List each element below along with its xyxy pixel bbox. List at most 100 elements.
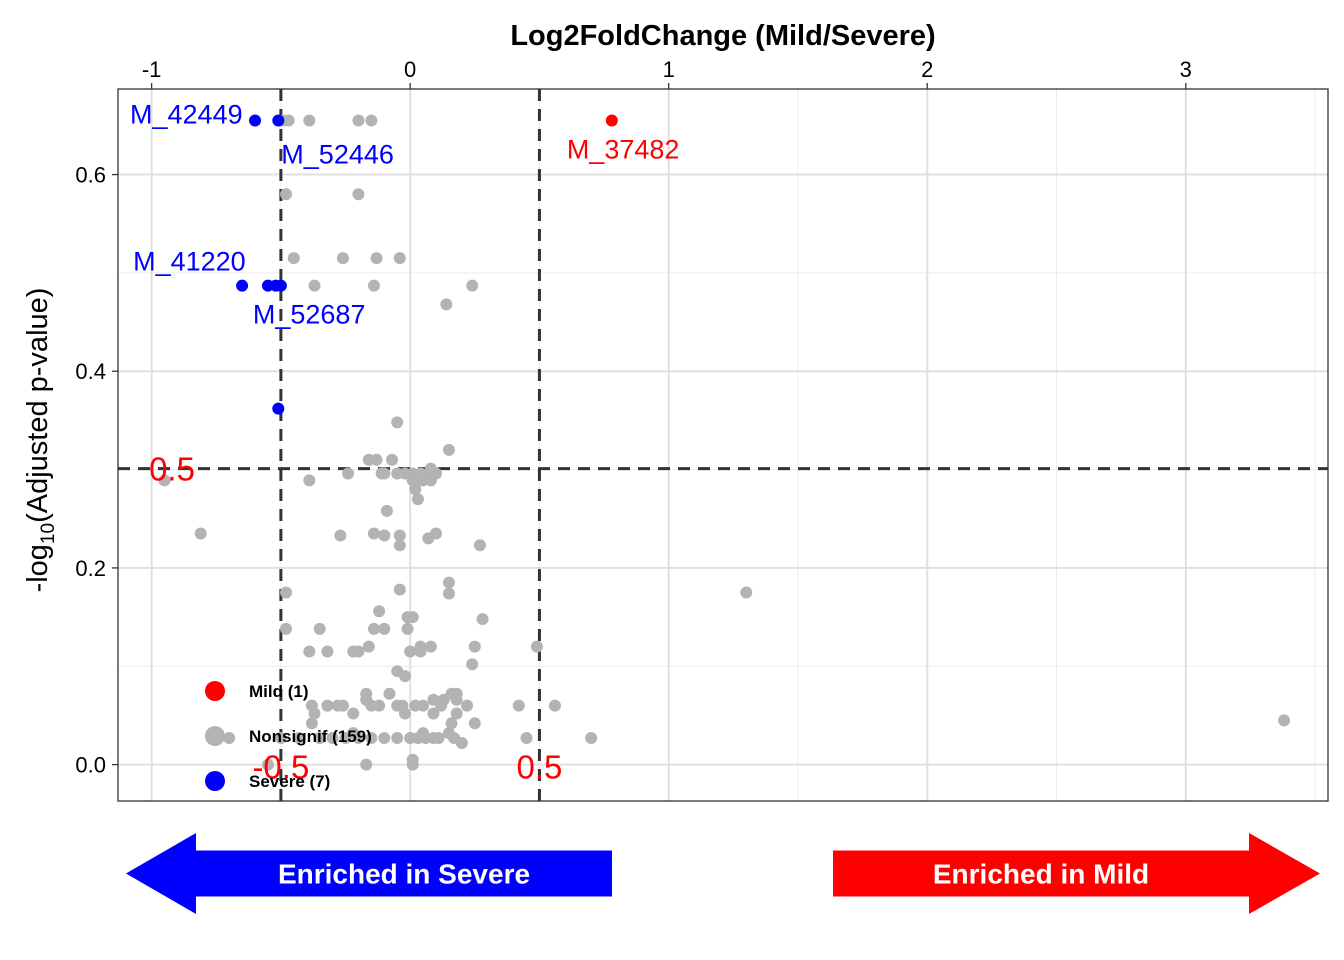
x-tick-label: -1 [142,57,162,82]
data-point-nonsignif [417,699,430,712]
y-axis-title-prefix: -log [22,544,54,592]
data-points [158,114,1291,771]
x-tick-label: 3 [1180,57,1192,82]
data-point-nonsignif [261,758,274,771]
y-axis-title: -log10(Adjusted p-value) [22,288,59,593]
data-point-nonsignif [393,583,406,596]
data-point-nonsignif [362,640,375,653]
enrichment-arrows: Enriched in Severe Enriched in Mild [126,833,1320,914]
data-point-nonsignif [427,707,440,720]
data-point-nonsignif [378,732,391,745]
data-point-nonsignif [303,114,316,127]
data-point-nonsignif [378,622,391,635]
data-point-nonsignif [432,732,445,745]
gridlines [118,89,1328,801]
arrow-left [126,833,612,914]
arrow-label-right: Enriched in Mild [933,859,1149,890]
data-point-nonsignif [360,758,373,771]
data-point-nonsignif [365,732,378,745]
data-point-nonsignif [347,707,360,720]
data-point-nonsignif [373,605,386,618]
data-point-nonsignif [370,252,383,265]
data-point-nonsignif [380,504,393,517]
data-point-nonsignif [373,699,386,712]
data-point-nonsignif [223,732,236,745]
y-axis-ticks: 0.0 0.2 0.4 0.6 [75,163,118,778]
data-point-nonsignif [352,645,365,658]
data-point-nonsignif [455,736,468,749]
arrow-right [833,833,1320,914]
legend-key-severe [205,771,225,791]
data-point-nonsignif [313,622,326,635]
data-point-nonsignif [378,467,391,480]
data-point-nonsignif [352,114,365,127]
data-point-nonsignif [424,474,437,487]
data-point-nonsignif [476,613,489,626]
data-point-nonsignif [411,493,424,506]
data-point-severe [274,279,287,292]
y-tick-label: 0.2 [75,556,106,581]
point-label: M_37482 [567,134,680,164]
data-point-nonsignif [445,717,458,730]
data-point-nonsignif [280,188,293,201]
legend-label: Nonsignif (159) [249,727,372,746]
data-point-nonsignif [424,462,437,475]
data-point-nonsignif [548,699,561,712]
arrow-label-left: Enriched in Severe [278,859,530,890]
data-point-severe [272,402,285,415]
data-point-nonsignif [305,717,318,730]
data-point-nonsignif [530,640,543,653]
data-point-nonsignif [336,252,349,265]
data-point-nonsignif [1278,714,1291,727]
data-point-severe [236,279,249,292]
data-point-nonsignif [321,699,334,712]
legend-key-nonsignif [205,726,225,746]
data-point-nonsignif [352,188,365,201]
data-point-nonsignif [365,114,378,127]
y-axis-title-subscript: 10 [38,523,59,544]
data-point-nonsignif [398,707,411,720]
data-point-nonsignif [740,586,753,599]
data-point-nonsignif [585,732,598,745]
point-label: M_52446 [281,139,394,169]
data-point-nonsignif [367,527,380,540]
data-point-nonsignif [393,252,406,265]
data-point-nonsignif [406,611,419,624]
data-point-nonsignif [409,483,422,496]
data-point-nonsignif [435,699,448,712]
data-point-nonsignif [313,732,326,745]
threshold-label-y: 0.5 [149,451,195,488]
point-labels: -0.5 0.5 0.5 M_37482 M_42449 M_52446 M_41220M_… [130,99,679,785]
data-point-nonsignif [326,732,339,745]
data-point-nonsignif [334,529,347,542]
data-point-nonsignif [287,252,300,265]
data-point-nonsignif [282,114,295,127]
data-point-nonsignif [442,576,455,589]
data-point-nonsignif [158,474,171,487]
y-tick-label: 0.4 [75,359,106,384]
data-point-nonsignif [450,707,463,720]
x-axis-ticks: -1 0 1 2 3 [142,57,1192,89]
data-point-nonsignif [468,640,481,653]
point-label: M_52687 [253,300,366,330]
data-point-nonsignif [339,732,352,745]
data-point-nonsignif [466,658,479,671]
legend-key-mild [205,681,225,701]
data-point-nonsignif [308,279,321,292]
data-point-nonsignif [450,693,463,706]
data-point-nonsignif [367,622,380,635]
y-axis-title-suffix: (Adjusted p-value) [22,288,54,523]
data-point-nonsignif [280,622,293,635]
threshold-label-x: -0.5 [252,749,309,786]
x-tick-label: 0 [404,57,416,82]
data-point-nonsignif [440,298,453,311]
data-point-nonsignif [442,443,455,456]
x-tick-label: 2 [921,57,933,82]
data-point-nonsignif [442,587,455,600]
threshold-label-x: 0.5 [516,749,562,786]
data-point-nonsignif [461,699,474,712]
point-label: M_42449 [130,99,243,129]
data-point-nonsignif [512,699,525,712]
data-point-nonsignif [414,645,427,658]
